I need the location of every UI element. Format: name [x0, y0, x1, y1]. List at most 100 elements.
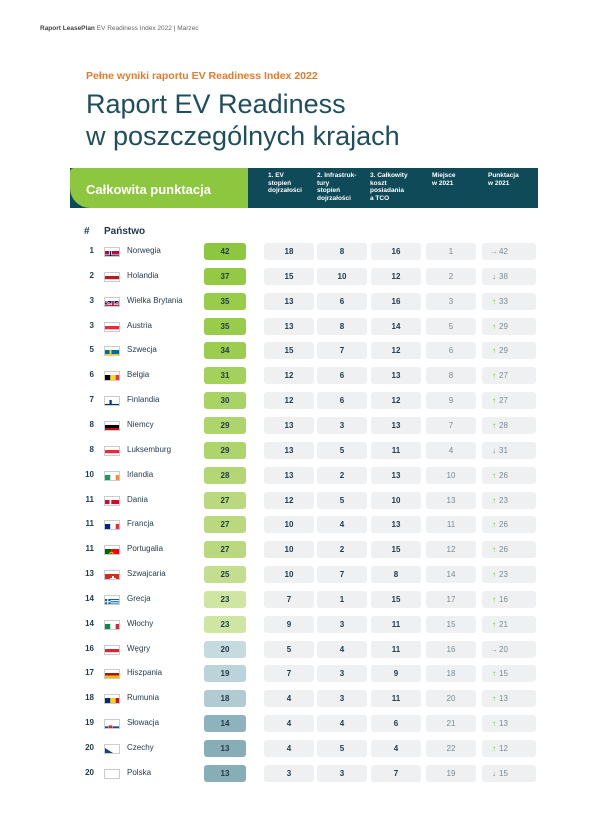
points-2021-value: 28	[499, 420, 508, 430]
points-2021-value: 31	[499, 445, 508, 455]
total-score: 29	[204, 441, 246, 459]
total-score: 29	[204, 416, 246, 434]
infrastructure-score: 2	[317, 466, 367, 484]
trend-up-icon: ↑	[492, 669, 496, 679]
table-row: 3 Austria 35 13 8 14 5 ↑ 29	[0, 317, 601, 337]
points-2021: ↑ 27	[482, 392, 536, 410]
points-2021: ↑ 33	[482, 292, 536, 310]
trend-up-icon: ↑	[492, 570, 496, 580]
country-name: Szwajcaria	[127, 569, 166, 579]
ie-flag-icon	[104, 470, 120, 481]
infrastructure-score: 6	[317, 292, 367, 310]
infrastructure-score: 4	[317, 715, 367, 733]
de-flag-icon	[104, 420, 120, 431]
col-header-tco-line: 3. Całkowity	[370, 172, 408, 179]
points-2021-value: 27	[499, 396, 508, 406]
trend-up-icon: ↑	[492, 744, 496, 753]
trend-right-icon: →	[490, 247, 498, 256]
place-2021: 18	[426, 665, 476, 683]
infrastructure-score: 6	[317, 392, 367, 410]
ev-maturity-score: 13	[264, 317, 314, 335]
table-row: 10 Irlandia 28 13 2 13 10 ↑ 26	[0, 466, 601, 486]
place-2021: 7	[426, 416, 476, 434]
table-row: 5 Szwecja 34 15 7 12 6 ↑ 29	[0, 341, 601, 361]
tco-score: 10	[371, 491, 421, 509]
be-flag-icon	[104, 371, 120, 382]
points-2021-value: 23	[499, 495, 508, 505]
infrastructure-score: 2	[317, 541, 367, 559]
total-score: 27	[204, 541, 246, 559]
infrastructure-score: 10	[317, 267, 367, 285]
place-2021: 12	[426, 541, 476, 559]
ev-maturity-score: 4	[264, 740, 314, 757]
points-2021-value: 20	[499, 644, 508, 654]
points-2021-value: 38	[499, 271, 508, 281]
rank-value: 17	[85, 668, 94, 678]
total-score: 14	[204, 715, 246, 733]
points-2021: ↑ 26	[482, 466, 536, 484]
trend-up-icon: ↑	[492, 594, 496, 604]
col-header-tco: 3. Całkowity koszt posiadania a TCO	[370, 172, 408, 202]
total-score-label: Całkowita punktacja	[86, 182, 211, 197]
ev-maturity-score: 12	[264, 392, 314, 410]
trend-up-icon: ↑	[492, 420, 496, 430]
place-2021: 6	[426, 342, 476, 360]
ev-maturity-score: 10	[264, 566, 314, 584]
infrastructure-score: 5	[317, 441, 367, 459]
rank-value: 3	[89, 320, 94, 330]
total-score: 35	[204, 292, 246, 310]
country-name: Luksemburg	[127, 444, 172, 454]
place-2021: 11	[426, 516, 476, 534]
points-2021-value: 26	[499, 545, 508, 555]
ev-maturity-score: 5	[264, 640, 314, 658]
infrastructure-score: 4	[317, 640, 367, 658]
country-name: Holandia	[127, 270, 159, 280]
infrastructure-score: 7	[317, 566, 367, 584]
trend-up-icon: ↑	[492, 321, 496, 331]
table-row: 3 Wielka Brytania 35 13 6 16 3 ↑ 33	[0, 292, 601, 312]
col-header-infra-line: 2. Infrastruk-	[317, 172, 357, 179]
place-2021: 3	[426, 292, 476, 310]
ev-maturity-score: 4	[264, 690, 314, 708]
total-score: 20	[204, 640, 246, 658]
ev-maturity-score: 15	[264, 267, 314, 285]
ev-maturity-score: 13	[264, 441, 314, 459]
points-2021: ↑ 23	[482, 566, 536, 584]
points-2021: ↑ 16	[482, 590, 536, 608]
points-2021: ↑ 23	[482, 491, 536, 509]
total-score: 42	[204, 243, 246, 260]
tco-score: 12	[371, 392, 421, 410]
infrastructure-score: 7	[317, 342, 367, 360]
total-score: 28	[204, 466, 246, 484]
tco-score: 4	[371, 740, 421, 757]
col-header-ev-line: stopień	[268, 179, 292, 187]
rank-value: 16	[85, 643, 94, 653]
trend-down-icon: ↓	[492, 445, 496, 455]
report-brand: Raport LeasePlan	[40, 25, 95, 32]
infrastructure-score: 3	[317, 665, 367, 683]
country-name: Francja	[127, 519, 154, 529]
ev-maturity-score: 7	[264, 665, 314, 683]
ev-maturity-score: 4	[264, 715, 314, 733]
points-2021-value: 27	[499, 371, 508, 381]
points-2021: ↑ 12	[482, 740, 536, 757]
total-score: 23	[204, 615, 246, 633]
table-row: 14 Włochy 23 9 3 11 15 ↑ 21	[0, 615, 601, 635]
place-2021: 16	[426, 640, 476, 658]
col-header-infra-line: stopień	[317, 187, 341, 194]
col-header-infra-line: tury	[317, 179, 330, 187]
col-header-points-line: w 2021	[488, 179, 510, 187]
tco-score: 13	[371, 516, 421, 534]
infrastructure-score: 8	[317, 243, 367, 260]
rank-value: 18	[85, 693, 94, 703]
table-row: 20 Czechy 13 4 5 4 22 ↑ 12	[0, 739, 601, 759]
trend-down-icon: ↓	[492, 271, 496, 281]
tco-score: 11	[371, 615, 421, 633]
fr-flag-icon	[104, 520, 120, 531]
table-row: 20 Polska 13 3 3 7 19 ↓ 15	[0, 764, 601, 784]
trend-up-icon: ↑	[492, 296, 496, 306]
points-2021: ↑ 13	[482, 715, 536, 733]
points-2021-value: 29	[499, 321, 508, 331]
dk-flag-icon	[104, 495, 120, 506]
total-score: 23	[204, 590, 246, 608]
